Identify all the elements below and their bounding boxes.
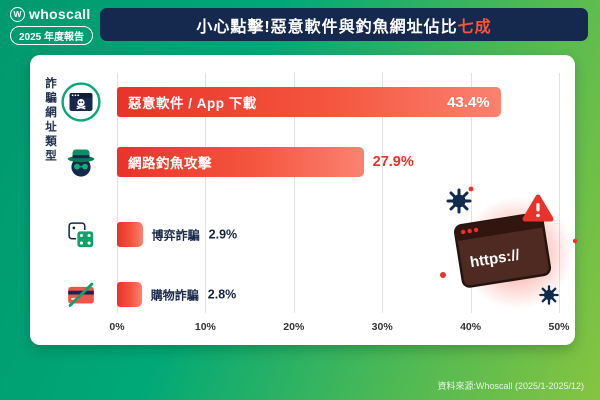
bar-value: 2.9% xyxy=(208,227,238,242)
bar-value: 27.9% xyxy=(372,154,414,170)
bar-row-malware: 惡意軟件 / App 下載 43.4% xyxy=(44,82,559,122)
source-caption: 資料來源:Whoscall (2025/1-2025/12) xyxy=(437,381,584,391)
x-axis-tick: 10% xyxy=(194,321,216,333)
gridline xyxy=(293,73,295,313)
bar-gambling: 博弈詐騙 2.9% xyxy=(117,222,237,247)
whoscall-logo: W whoscall 2025 年度報告 xyxy=(10,6,94,45)
gridline xyxy=(382,73,384,313)
bar-phishing: 網路釣魚攻擊 27.9% xyxy=(117,147,414,177)
bar-row-phishing: 網路釣魚攻擊 27.9% xyxy=(44,147,559,177)
gridline xyxy=(470,73,472,313)
x-axis-tick: 40% xyxy=(460,321,482,333)
bar-chart: 惡意軟件 / App 下載 43.4% xyxy=(44,67,570,335)
brand-name: whoscall xyxy=(29,6,91,22)
x-axis-tick: 30% xyxy=(371,321,393,333)
bar-label: 博弈詐騙 xyxy=(151,228,200,242)
gridline xyxy=(117,73,118,313)
gridline xyxy=(205,73,207,313)
phishing-spy-icon xyxy=(44,142,117,182)
y-axis-label: 詐騙網址類型 xyxy=(44,77,56,164)
headline-highlight: 七成 xyxy=(457,18,492,36)
bar-malware: 惡意軟件 / App 下載 43.4% xyxy=(117,87,501,117)
malware-browser-skull-icon xyxy=(44,82,117,122)
bar-label: 惡意軟件 / App 下載 xyxy=(128,96,257,111)
report-year-badge: 2025 年度報告 xyxy=(10,26,94,45)
bar-row-gambling: 博弈詐騙 2.9% xyxy=(44,221,559,248)
bar-value: 2.8% xyxy=(207,287,237,302)
x-axis-tick: 20% xyxy=(283,321,305,333)
gambling-dice-icon xyxy=(44,216,117,254)
gridline xyxy=(559,73,560,313)
bar-label: 購物詐騙 xyxy=(150,288,199,302)
bar-shopping: 購物詐騙 2.8% xyxy=(117,282,236,307)
x-axis-tick: 0% xyxy=(109,321,125,333)
shopping-scam-card-icon xyxy=(44,276,117,314)
plot-area xyxy=(117,73,560,313)
x-axis-tick: 50% xyxy=(548,321,570,333)
headline-text: 小心點擊!惡意軟件與釣魚網址佔比 xyxy=(196,18,458,36)
bar-label: 網路釣魚攻擊 xyxy=(128,156,212,171)
headline-banner: 小心點擊!惡意軟件與釣魚網址佔比 七成 xyxy=(100,8,588,41)
bar-value: 43.4% xyxy=(447,93,490,111)
whoscall-logo-icon: W xyxy=(10,6,25,22)
x-axis: 0% 10% 20% 30% 40% 50% xyxy=(109,321,569,335)
bar-row-shopping: 購物詐騙 2.8% xyxy=(44,282,559,307)
chart-card: 詐騙網址類型 xyxy=(30,55,575,345)
